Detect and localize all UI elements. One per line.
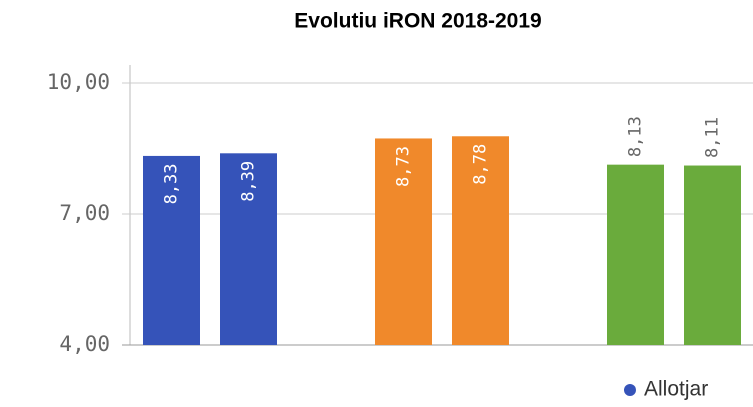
chart-title: Evolutiu iRON 2018-2019 [294,10,541,33]
value-label: 8,11 [703,117,723,158]
legend-label: Allotjar [644,378,708,401]
y-tick-label: 10,00 [47,70,110,94]
value-label: 8,39 [239,161,259,202]
y-tick-label: 7,00 [59,201,110,225]
value-label: 8,33 [162,163,182,204]
legend-marker [624,384,636,396]
bar [220,153,277,345]
value-label: 8,13 [626,116,646,157]
y-tick-label: 4,00 [59,332,110,356]
bar [607,164,664,345]
value-label: 8,73 [394,146,414,187]
bar [684,165,741,345]
value-label: 8,78 [471,144,491,185]
bar [143,155,200,345]
bar [452,136,509,345]
bar [375,138,432,345]
